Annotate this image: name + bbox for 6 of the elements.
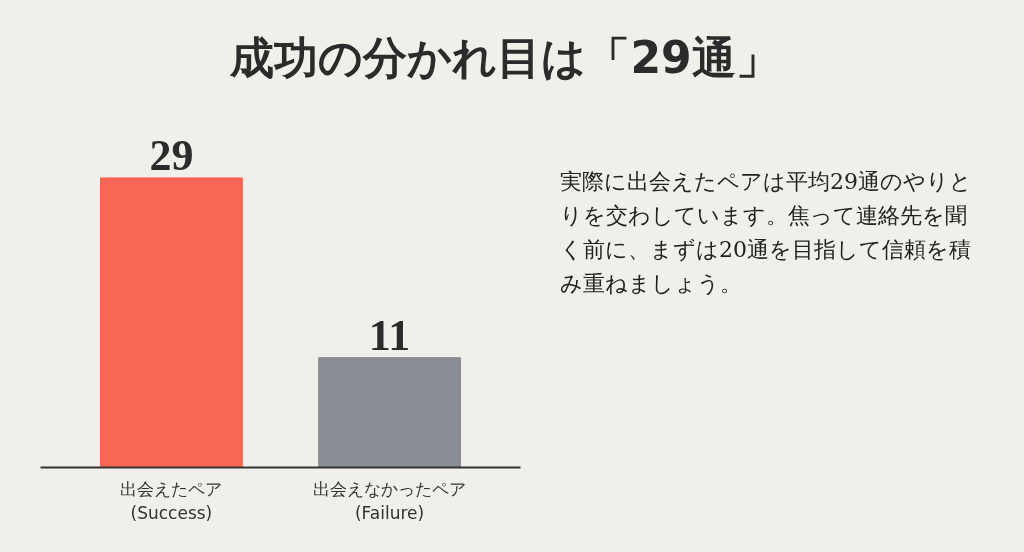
x-tick-label: 出会えなかったペア (Failure) <box>313 478 467 523</box>
data-label: 29 <box>149 130 194 180</box>
x-tick-label: 出会えたペア (Success) <box>120 478 223 523</box>
text: 実際に出会えたペアは平均29通のやりとりを交わしています。焦って連絡先を聞く前に、まずは20通を目指して信頼を積み重ねましょう。 <box>560 168 973 299</box>
chart-title: 成功の分かれ目は「29通」 <box>230 31 780 85</box>
data-label: 11 <box>368 310 411 360</box>
